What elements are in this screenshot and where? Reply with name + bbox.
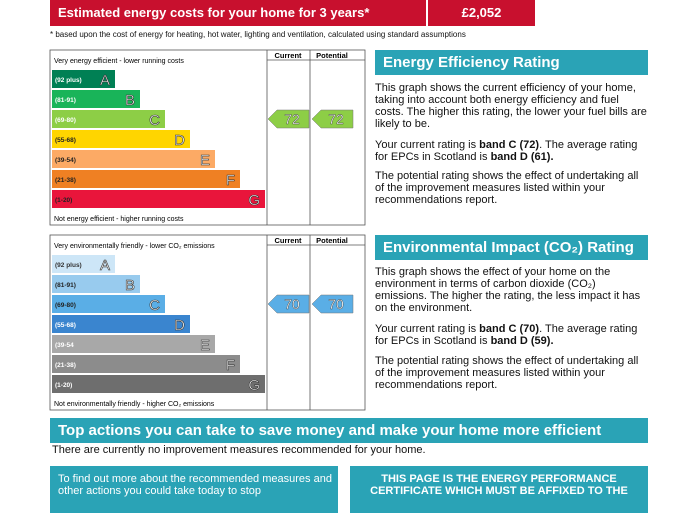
band-range: (69-80) <box>55 117 76 124</box>
column-label: Current <box>274 236 302 245</box>
rating-arrow <box>311 294 354 314</box>
text: . The average rating for EPCs in Scotlan… <box>375 139 638 163</box>
chart-frame <box>49 234 366 411</box>
band-letter: A <box>100 257 110 274</box>
band <box>52 130 190 148</box>
column-label: Potential <box>316 236 348 245</box>
band-letter: D <box>174 132 185 149</box>
band-letter: F <box>226 357 235 374</box>
text: band C (70) <box>479 323 540 335</box>
energy-p2: Your current rating is band C (72). The … <box>375 139 650 163</box>
band-range: (81-91) <box>55 97 76 104</box>
env-p1: This graph shows the effect of your home… <box>375 266 641 314</box>
band-letter: G <box>248 377 260 394</box>
footnote: * based upon the cost of energy for heat… <box>50 30 466 39</box>
rating-value: 72 <box>328 111 344 127</box>
text: Your current rating is <box>375 323 480 335</box>
bottom-label: Not environmentally friendly - higher CO… <box>54 401 215 408</box>
text: band C (72) <box>479 139 540 151</box>
band-letter: C <box>149 112 160 129</box>
band-range: (1-20) <box>55 197 72 204</box>
band-letter: C <box>149 297 160 314</box>
band <box>52 315 190 333</box>
band-letter: D <box>174 317 185 334</box>
rating-arrow <box>311 109 354 129</box>
band <box>52 255 115 273</box>
band-range: (55-68) <box>55 137 76 144</box>
band-range: (39-54 <box>55 342 74 349</box>
band-letter: B <box>125 92 135 109</box>
rating-arrow <box>267 109 310 129</box>
band-range: (92 plus) <box>55 77 82 84</box>
text: Your current rating is <box>375 139 480 151</box>
text: band D (59). <box>490 335 554 347</box>
band <box>52 90 140 108</box>
band <box>52 70 115 88</box>
energy-p1: This graph shows the current efficiency … <box>375 82 647 130</box>
energy-p3: The potential rating shows the effect of… <box>375 170 639 206</box>
column-label: Potential <box>316 51 348 60</box>
actions-note: There are currently no improvement measu… <box>52 444 426 456</box>
page: Estimated energy costs for your home for… <box>49 0 650 513</box>
text: band D (61). <box>490 151 554 163</box>
band-range: (69-80) <box>55 302 76 309</box>
chart-frame <box>49 49 366 226</box>
info-box: To find out more about the recommended m… <box>50 466 338 513</box>
band-range: (21-38) <box>55 177 76 184</box>
band <box>52 190 265 208</box>
band-letter: B <box>125 277 135 294</box>
env-p3: The potential rating shows the effect of… <box>375 355 639 391</box>
rating-arrow <box>267 294 310 314</box>
band-letter: E <box>200 152 210 169</box>
rating-value: 70 <box>284 296 300 312</box>
actions-title: Top actions you can take to save money a… <box>50 418 648 443</box>
rating-value: 72 <box>284 111 300 127</box>
band-range: (1-20) <box>55 382 72 389</box>
band <box>52 295 165 313</box>
band-letter: F <box>226 172 235 189</box>
band <box>52 170 240 188</box>
band-range: (81-91) <box>55 282 76 289</box>
bottom-label: Not energy efficient - higher running co… <box>54 216 184 223</box>
band <box>52 355 240 373</box>
cost-title: Estimated energy costs for your home for… <box>50 0 426 26</box>
band-range: (21-38) <box>55 362 76 369</box>
rating-charts: Current Potential Very energy efficient - … <box>49 49 366 411</box>
band-range: (55-68) <box>55 322 76 329</box>
band <box>52 110 165 128</box>
env-heading: Environmental Impact (CO₂) Rating <box>375 235 648 260</box>
notice-box: THIS PAGE IS THE ENERGY PERFORMANCE CERT… <box>350 466 648 513</box>
band <box>52 275 140 293</box>
band-range: (92 plus) <box>55 262 82 269</box>
column-label: Current <box>274 51 302 60</box>
top-label: Very environmentally friendly - lower CO… <box>54 243 215 250</box>
text: . The average rating for EPCs in Scotlan… <box>375 323 638 347</box>
band-letter: G <box>248 192 260 209</box>
env-p2: Your current rating is band C (70). The … <box>375 323 650 347</box>
energy-heading: Energy Efficiency Rating <box>375 50 648 75</box>
rating-value: 70 <box>328 296 344 312</box>
band-letter: E <box>200 337 210 354</box>
band <box>52 335 215 353</box>
band-letter: A <box>100 72 110 89</box>
band <box>52 150 215 168</box>
cost-value: £2,052 <box>428 0 535 26</box>
band-range: (39-54) <box>55 157 76 164</box>
top-label: Very energy efficient - lower running co… <box>54 58 184 65</box>
band <box>52 375 265 393</box>
